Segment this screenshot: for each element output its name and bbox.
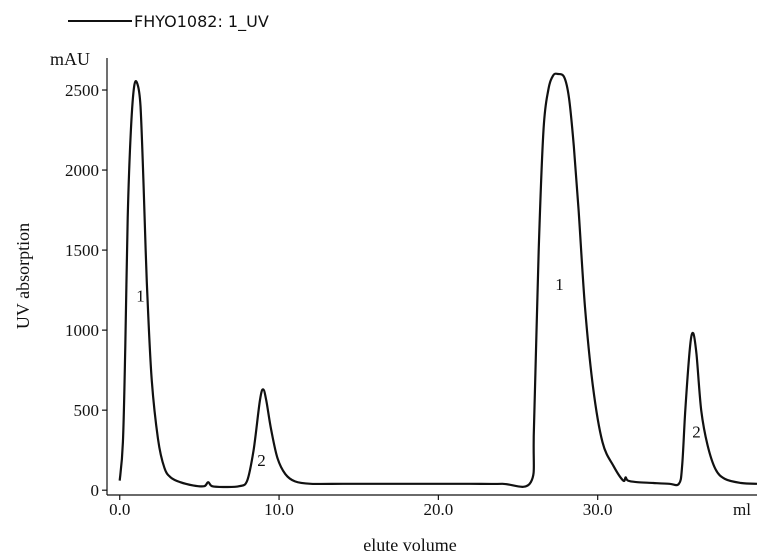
x-tick-label: 10.0 <box>264 500 294 519</box>
uv-trace-line <box>118 72 757 489</box>
y-axis-title: UV absorption <box>13 223 33 329</box>
y-tick-label: 1500 <box>65 241 99 260</box>
y-tick-label: 500 <box>74 401 100 420</box>
legend-label: FHYO1082: 1_UV <box>134 12 269 32</box>
peak-label: 1 <box>555 275 564 294</box>
y-unit-label: mAU <box>50 49 90 69</box>
legend: FHYO1082: 1_UV <box>68 12 269 32</box>
x-ticks: 0.0 10.0 20.0 30.0 <box>109 495 613 519</box>
y-tick-label: 2000 <box>65 161 99 180</box>
y-tick-label: 1000 <box>65 321 99 340</box>
peak-label: 1 <box>136 286 145 305</box>
y-ticks: 0 500 1000 1500 2000 2500 <box>65 81 107 500</box>
y-tick-label: 0 <box>91 481 100 500</box>
x-tick-label: 20.0 <box>423 500 453 519</box>
series-layer <box>118 72 757 489</box>
peak-label: 2 <box>692 422 701 441</box>
x-axis-title: elute volume <box>363 535 456 555</box>
peak-label: 2 <box>257 451 266 470</box>
y-tick-label: 2500 <box>65 81 99 100</box>
x-unit-label: ml <box>733 500 751 519</box>
x-tick-label: 0.0 <box>109 500 130 519</box>
annotation-layer: 1 2 1 2 <box>136 275 701 470</box>
x-tick-label: 30.0 <box>583 500 613 519</box>
